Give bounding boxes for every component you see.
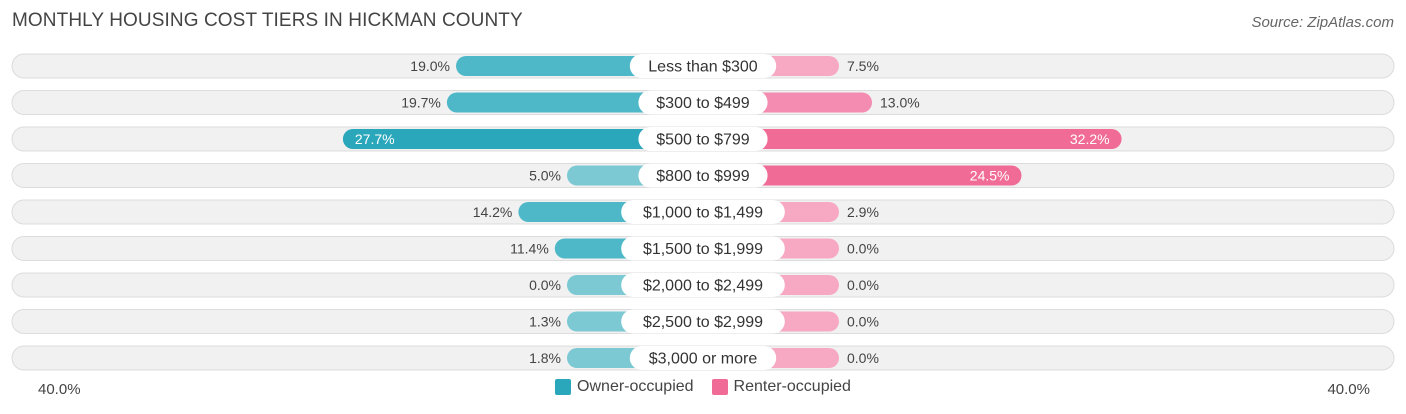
- owner-value-label: 14.2%: [473, 204, 513, 220]
- category-label: $1,500 to $1,999: [643, 241, 763, 258]
- category-label: $800 to $999: [656, 168, 750, 185]
- chart-plot: Less than $300 19.0% 7.5% $300 to $499 19.7%…: [11, 53, 1395, 371]
- owner-value-label: 5.0%: [529, 168, 561, 184]
- legend-item-owner: Owner-occupied: [555, 378, 694, 396]
- category-label: $1,000 to $1,499: [643, 205, 763, 222]
- owner-value-label: 1.3%: [529, 314, 561, 330]
- category-pill: [629, 54, 777, 78]
- renter-value-label: 0.0%: [847, 314, 879, 330]
- owner-value-label: 0.0%: [529, 277, 561, 293]
- renter-value-label: 2.9%: [847, 204, 879, 220]
- renter-value-label: 0.0%: [847, 277, 879, 293]
- legend-swatch-owner: [555, 379, 572, 395]
- legend-label-renter: Renter-occupied: [733, 378, 851, 395]
- legend-swatch-renter: [711, 379, 728, 395]
- category-pill: [621, 309, 785, 334]
- owner-bar: [342, 129, 703, 149]
- owner-value-label: 27.7%: [355, 131, 395, 147]
- legend-label-owner: Owner-occupied: [577, 378, 694, 395]
- category-pill: [629, 346, 777, 370]
- renter-bar: [703, 165, 1022, 186]
- category-label: $500 to $799: [656, 132, 750, 149]
- owner-value-label: 1.8%: [529, 350, 561, 366]
- renter-value-label: 13.0%: [880, 95, 920, 111]
- renter-value-label: 24.5%: [970, 168, 1010, 184]
- category-label: $3,000 or more: [649, 351, 758, 368]
- owner-value-label: 19.7%: [401, 95, 441, 111]
- renter-value-label: 32.2%: [1070, 131, 1110, 147]
- axis-right-label: 40.0%: [1327, 381, 1370, 398]
- category-label: $2,000 to $2,499: [643, 278, 763, 295]
- owner-value-label: 11.4%: [510, 241, 549, 257]
- category-pill: [621, 200, 785, 224]
- axis-left-label: 40.0%: [38, 381, 81, 398]
- legend: Owner-occupied Renter-occupied: [0, 378, 1406, 396]
- category-pill: [621, 236, 785, 261]
- renter-bar: [703, 129, 1122, 149]
- renter-value-label: 7.5%: [847, 58, 879, 74]
- owner-bar: [446, 92, 703, 113]
- category-label: $2,500 to $2,999: [643, 314, 763, 331]
- chart-title: MONTHLY HOUSING COST TIERS IN HICKMAN CO…: [12, 10, 523, 31]
- category-pill: [638, 163, 768, 188]
- legend-item-renter: Renter-occupied: [711, 378, 851, 396]
- category-pill: [621, 273, 785, 297]
- category-label: $300 to $499: [656, 95, 750, 112]
- renter-value-label: 0.0%: [847, 241, 879, 257]
- category-label: Less than $300: [648, 59, 758, 76]
- chart-source: Source: ZipAtlas.com: [1251, 14, 1394, 31]
- category-pill: [638, 127, 768, 151]
- renter-value-label: 0.0%: [847, 350, 879, 366]
- owner-value-label: 19.0%: [410, 58, 450, 74]
- category-pill: [638, 90, 768, 115]
